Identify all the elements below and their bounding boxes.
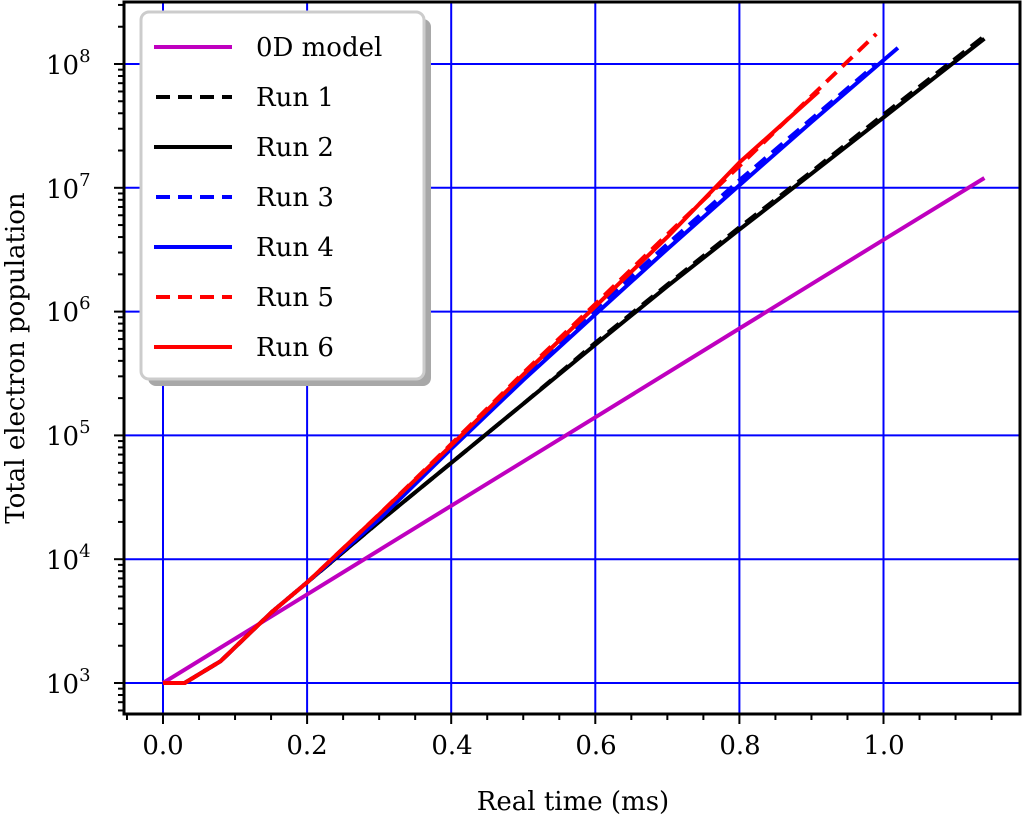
y-tick-label: 107	[46, 170, 91, 205]
legend-label-run-1: Run 1	[256, 83, 334, 113]
x-axis-label: Real time (ms)	[477, 787, 669, 817]
axes-frame	[122, 0, 1022, 716]
legend-label-run-5: Run 5	[256, 283, 334, 313]
series-0d-model	[161, 176, 986, 685]
y-tick-label: 103	[46, 665, 91, 700]
y-tick-labels: 103 104 105 106 107 108	[46, 46, 91, 700]
y-tick-label: 104	[46, 541, 91, 576]
legend-label-run-3: Run 3	[256, 183, 334, 213]
data-series	[161, 32, 986, 685]
x-tick-label: 1.0	[863, 731, 904, 761]
y-tick-label: 108	[46, 46, 91, 81]
x-tick-labels: 0.0 0.2 0.4 0.6 0.8 1.0	[142, 731, 904, 761]
y-tick-label: 106	[46, 293, 91, 328]
x-tick-label: 0.0	[142, 731, 183, 761]
legend-box	[139, 10, 426, 381]
legend-label-run-6: Run 6	[256, 333, 334, 363]
x-tick-label: 0.4	[431, 731, 472, 761]
series-run-6	[163, 90, 821, 685]
y-axis-label: Total electron population	[1, 192, 31, 524]
x-tick-label: 0.8	[719, 731, 760, 761]
x-tick-label: 0.2	[286, 731, 327, 761]
y-tick-label: 105	[46, 417, 91, 452]
legend: 0D model Run 1 Run 2 Run 3 Run 4 Run 5 R…	[139, 10, 431, 386]
x-tick-label: 0.6	[575, 731, 616, 761]
legend-label-run-2: Run 2	[256, 133, 334, 163]
legend-label-run-4: Run 4	[256, 233, 334, 263]
legend-label-0d-model: 0D model	[256, 33, 382, 63]
axis-ticks	[114, 3, 993, 724]
